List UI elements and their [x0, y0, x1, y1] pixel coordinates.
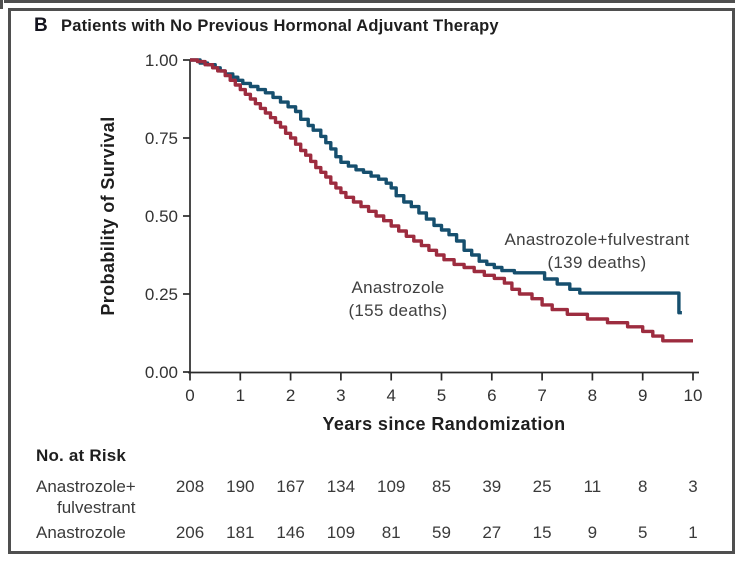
survival-curve-anastrozole-fulvestrant	[190, 58, 682, 315]
x-tick-label: 9	[638, 386, 647, 405]
risk-value: 59	[432, 523, 451, 542]
risk-value: 8	[637, 477, 648, 496]
risk-value: 206	[175, 523, 205, 542]
risk-value: 85	[432, 477, 451, 496]
annotation-line: Anastrozole+fulvestrant	[504, 230, 689, 249]
risk-value: 27	[482, 523, 502, 542]
x-axis-title: Years since Randomization	[322, 414, 565, 434]
x-tick-label: 2	[286, 386, 295, 405]
risk-value: 146	[276, 523, 305, 542]
y-tick-label: 0.00	[145, 363, 178, 382]
curve-annotation-fulvestrant: Anastrozole+fulvestrant (139 deaths)	[504, 230, 689, 272]
x-tick-label: 3	[336, 386, 345, 405]
risk-value: 181	[226, 523, 255, 542]
risk-row-label: Anastrozole	[36, 523, 126, 542]
panel-a-bottom-rule	[4, 0, 735, 3]
risk-value: 9	[587, 523, 598, 542]
x-tick-label: 5	[437, 386, 446, 405]
panel-title: Patients with No Previous Hormonal Adjuv…	[61, 17, 499, 35]
panel-a-left-rule-stub	[0, 0, 3, 9]
curve-annotation-anastrozole: Anastrozole (155 deaths)	[348, 278, 447, 320]
panel-letter: B	[34, 15, 49, 36]
x-tick-labels: 0 1 2 3 4 5 6 7 8 9 10	[185, 372, 703, 405]
x-tick-label: 6	[487, 386, 496, 405]
risk-table-header: No. at Risk	[36, 446, 127, 465]
risk-value: 25	[532, 477, 552, 496]
x-tick-label: 10	[684, 386, 703, 405]
y-tick-labels: 0.00 0.25 0.50 0.75 1.00	[145, 51, 190, 382]
y-tick-label: 0.25	[145, 285, 178, 304]
risk-value: 109	[377, 477, 406, 496]
x-tick-label: 7	[537, 386, 546, 405]
y-axis-title: Probability of Survival	[98, 116, 118, 315]
risk-value: 167	[276, 477, 305, 496]
risk-value: 11	[583, 477, 602, 496]
panel-frame	[8, 8, 735, 554]
y-tick-label: 0.75	[145, 129, 178, 148]
risk-value: 81	[381, 523, 401, 542]
risk-value: 109	[326, 523, 356, 542]
x-tick-label: 1	[236, 386, 245, 405]
x-tick-label: 4	[386, 386, 395, 405]
x-tick-label: 8	[588, 386, 597, 405]
risk-value: 190	[226, 477, 255, 496]
risk-row-label: Anastrozole+	[36, 477, 136, 496]
risk-row-label: fulvestrant	[57, 498, 136, 517]
risk-value: 3	[688, 477, 698, 496]
risk-value: 15	[532, 523, 552, 542]
risk-value: 134	[326, 477, 356, 496]
risk-value: 1	[688, 523, 698, 542]
y-tick-label: 0.50	[145, 207, 178, 226]
y-tick-label: 1.00	[145, 51, 178, 70]
x-tick-label: 0	[185, 386, 194, 405]
survival-curve-anastrozole	[190, 58, 693, 343]
risk-value: 39	[482, 477, 502, 496]
annotation-line: Anastrozole	[351, 278, 444, 297]
panel-header: B Patients with No Previous Hormonal Adj…	[34, 15, 499, 37]
annotation-line: (155 deaths)	[348, 301, 447, 320]
risk-value: 208	[175, 477, 205, 496]
annotation-line: (139 deaths)	[547, 253, 646, 272]
risk-value: 5	[637, 523, 648, 542]
